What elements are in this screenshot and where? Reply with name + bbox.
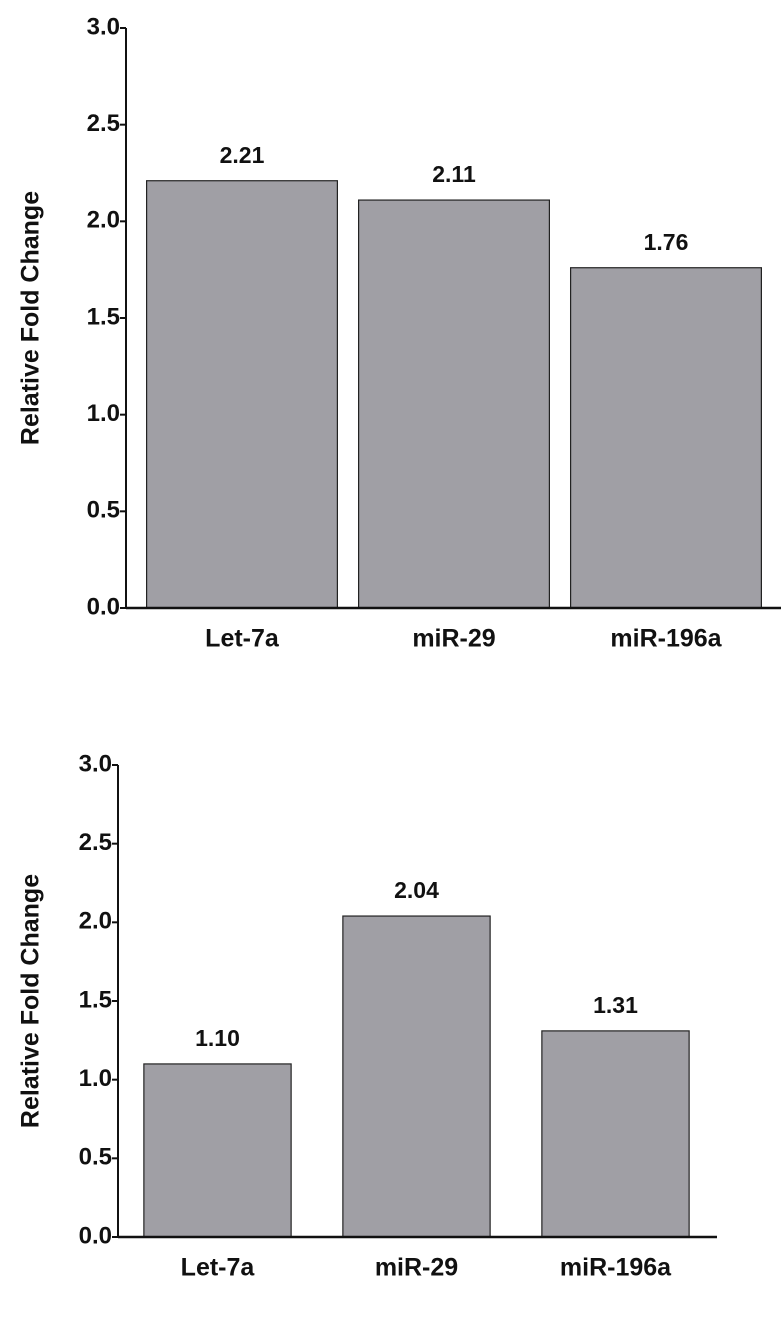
- bar: [143, 1063, 292, 1238]
- y-tick-label: 1.5: [87, 303, 120, 330]
- bar: [146, 180, 339, 609]
- y-tick-label: 2.5: [87, 110, 120, 137]
- y-tick-label: 0.5: [87, 497, 120, 524]
- y-axis-label: Relative Fold Change: [17, 874, 45, 1128]
- bar: [358, 199, 551, 609]
- x-tick-label: Let-7a: [205, 625, 280, 653]
- value-label: 1.31: [593, 992, 638, 1018]
- value-label: 2.04: [394, 877, 439, 903]
- value-label: 2.11: [432, 161, 476, 187]
- y-axis-label: Relative Fold Change: [17, 191, 45, 445]
- bar: [541, 1030, 690, 1238]
- y-tick-label: 0.5: [79, 1144, 112, 1171]
- x-tick-label: miR-29: [412, 625, 495, 653]
- value-label: 1.76: [644, 229, 689, 255]
- bar: [569, 267, 762, 609]
- y-tick-label: 3.0: [79, 750, 112, 777]
- y-tick-label: 1.0: [79, 1065, 112, 1092]
- y-tick-label: 1.0: [87, 400, 120, 427]
- y-tick-label: 0.0: [79, 1222, 112, 1249]
- y-tick-label: 1.5: [79, 986, 112, 1013]
- y-tick-label: 2.5: [79, 829, 112, 856]
- y-tick-label: 2.0: [87, 207, 120, 234]
- y-tick-label: 3.0: [87, 13, 120, 40]
- value-label: 2.21: [220, 142, 265, 168]
- x-tick-label: miR-29: [375, 1254, 458, 1282]
- x-tick-label: Let-7a: [181, 1254, 256, 1282]
- value-label: 1.10: [195, 1025, 240, 1051]
- x-tick-label: miR-196a: [610, 625, 722, 653]
- bar: [342, 915, 491, 1238]
- y-tick-label: 2.0: [79, 908, 112, 935]
- y-tick-label: 0.0: [87, 593, 120, 620]
- x-tick-label: miR-196a: [560, 1254, 672, 1282]
